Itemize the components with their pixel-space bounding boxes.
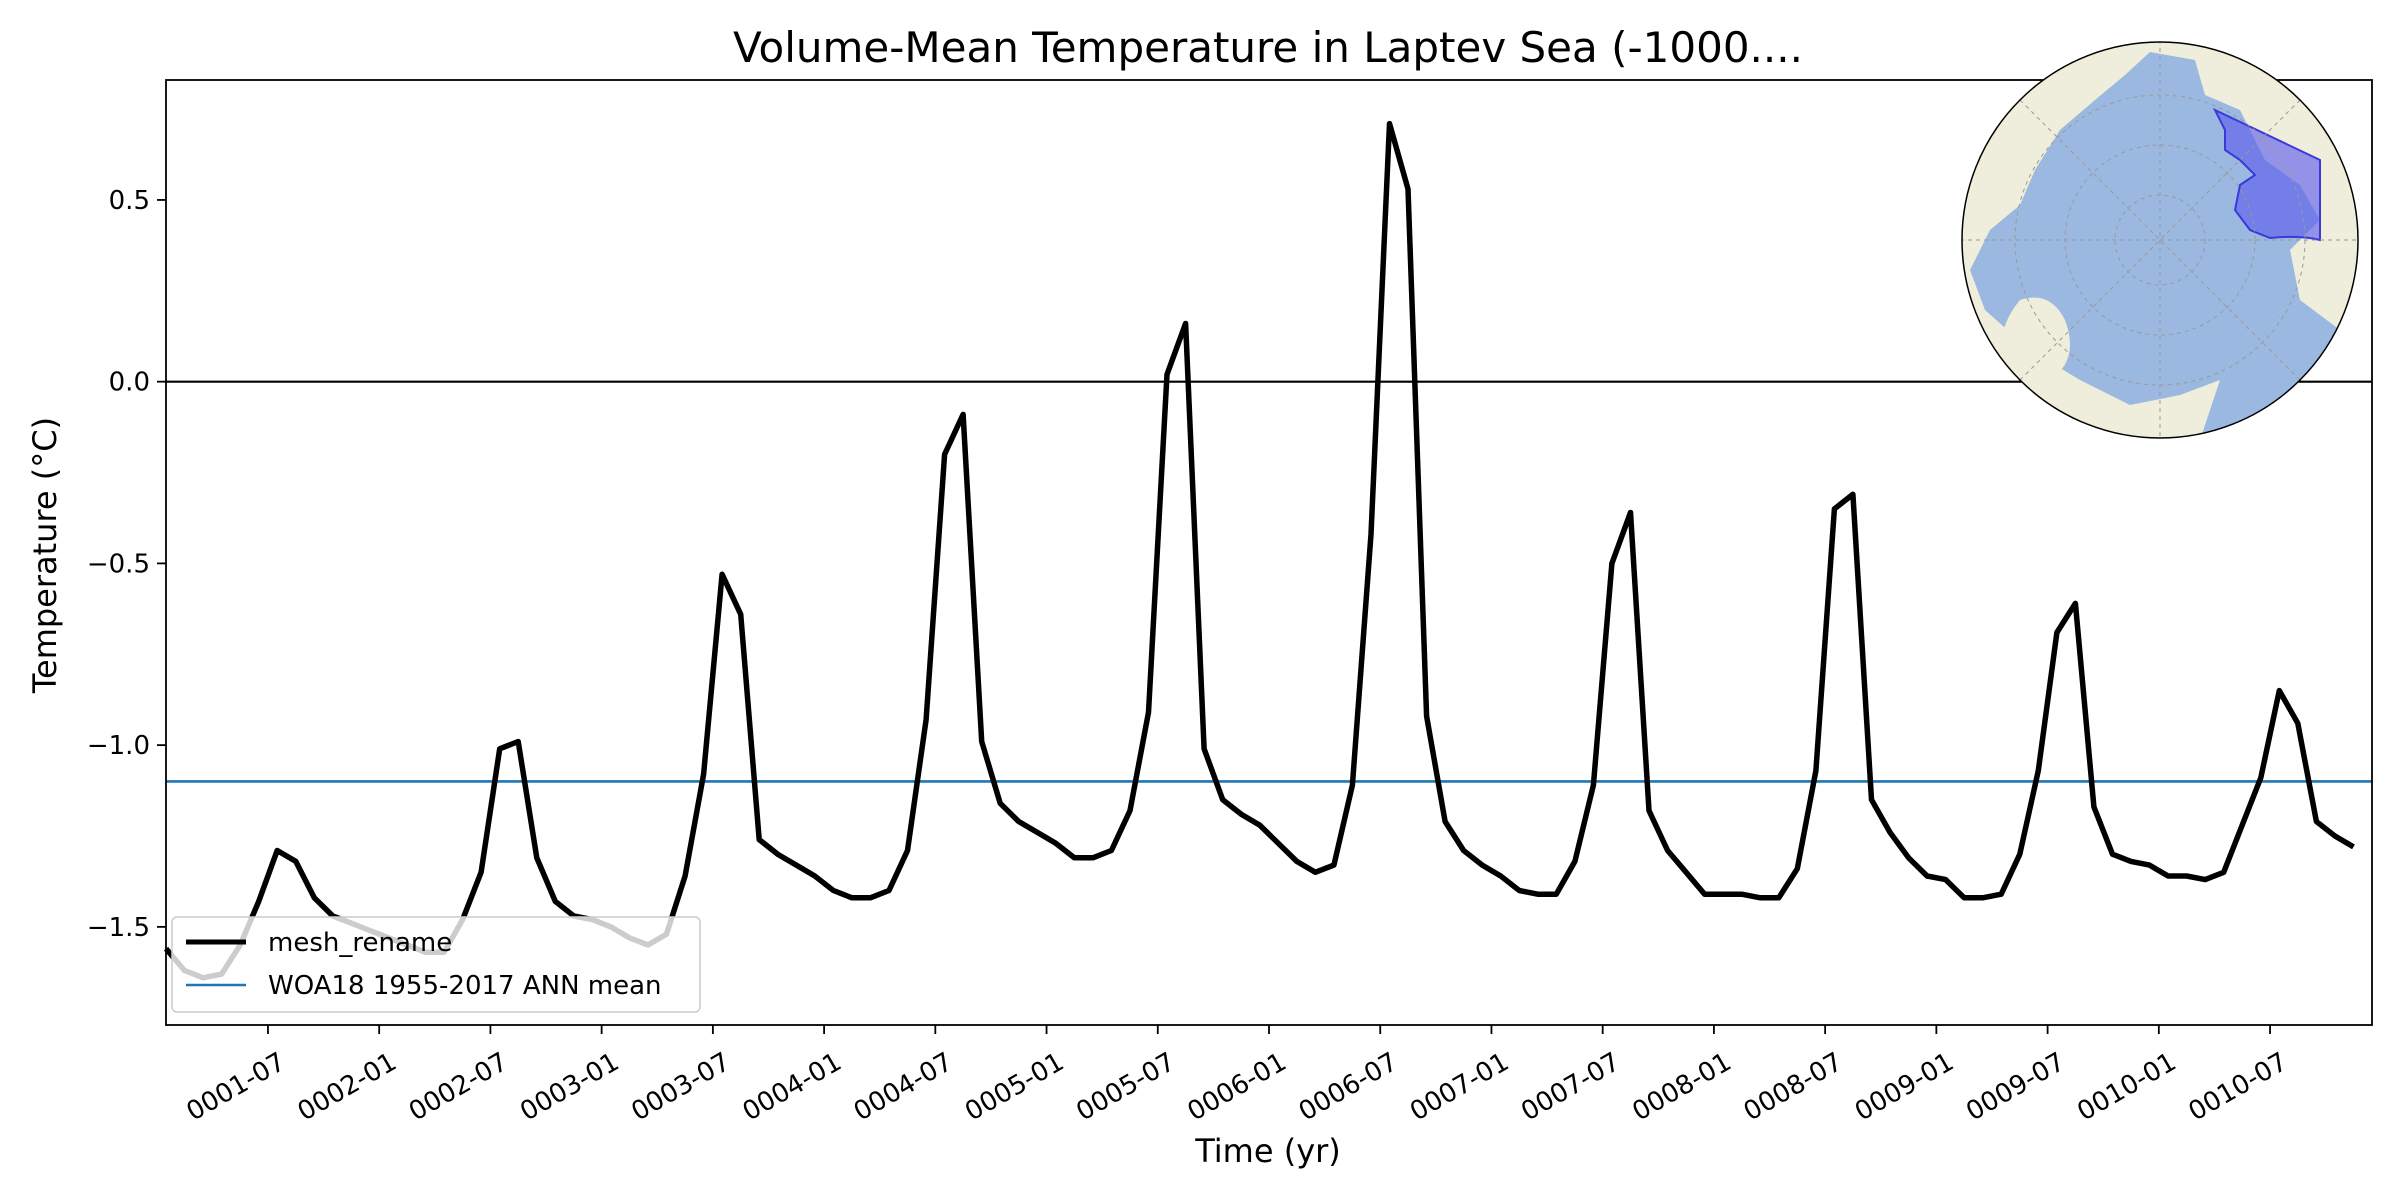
- y-tick-label: −1.5: [87, 913, 150, 943]
- legend-label-woa18: WOA18 1955-2017 ANN mean: [268, 971, 662, 1001]
- x-tick-label: 0006-07: [1294, 1047, 1403, 1127]
- x-tick-label: 0002-01: [293, 1047, 402, 1127]
- x-tick-label: 0003-01: [515, 1047, 624, 1127]
- legend-frame: [171, 916, 701, 1013]
- x-tick-label: 0007-01: [1405, 1047, 1514, 1127]
- x-tick-label: 0009-07: [1961, 1047, 2070, 1127]
- x-tick-label: 0007-07: [1516, 1047, 1625, 1127]
- x-tick-label: 0005-01: [960, 1047, 1069, 1127]
- legend: mesh_rename WOA18 1955-2017 ANN mean: [171, 916, 701, 1013]
- inset-map-border: [1961, 41, 2359, 439]
- inset-greenland: [2002, 297, 2070, 383]
- x-tick-label: 0002-07: [404, 1047, 513, 1127]
- y-tick-label: −0.5: [87, 549, 150, 579]
- y-tick-label: 0.5: [109, 186, 150, 216]
- chart-title: Volume-Mean Temperature in Laptev Sea (-…: [733, 23, 1803, 72]
- x-tick-label: 0005-07: [1071, 1047, 1180, 1127]
- inset-laptev-sea-region: [2212, 107, 2321, 242]
- legend-label-model: mesh_rename: [268, 928, 452, 958]
- series-mesh-rename: [163, 120, 2355, 981]
- y-tick-label: 0.0: [109, 368, 150, 398]
- y-tick-label: −1.0: [87, 731, 150, 761]
- x-axis-label: Time (yr): [1194, 1132, 1341, 1170]
- x-tick-label: 0004-01: [738, 1047, 847, 1127]
- x-tick-label: 0006-01: [1183, 1047, 1292, 1127]
- x-tick-label: 0001-07: [182, 1047, 291, 1127]
- x-tick-label: 0010-07: [2184, 1047, 2293, 1127]
- inset-polar-map: [1961, 41, 2359, 439]
- x-tick-label: 0010-01: [2072, 1047, 2181, 1127]
- x-tick-label: 0009-01: [1850, 1047, 1959, 1127]
- inset-graticule: [1962, 42, 2358, 438]
- x-tick-label: 0008-01: [1628, 1047, 1737, 1127]
- x-tick-label: 0008-07: [1739, 1047, 1848, 1127]
- x-tick-label: 0004-07: [849, 1047, 958, 1127]
- x-tick-label: 0003-07: [626, 1047, 735, 1127]
- y-axis-label: Temperature (°C): [26, 417, 64, 694]
